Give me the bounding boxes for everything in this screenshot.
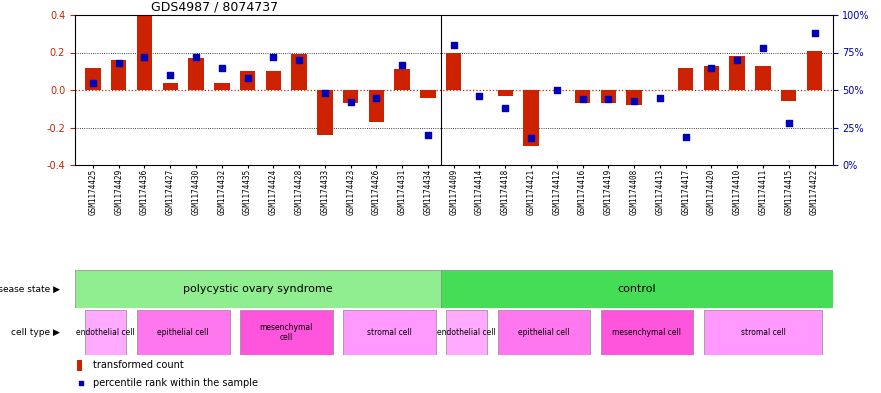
Bar (240, 71, 255, 90)
Point (163, 72, 177, 78)
Point (447, 42, 461, 48)
Bar (781, 90, 796, 101)
Bar (704, 310, 822, 355)
Bar (807, 51, 822, 90)
Bar (446, 310, 487, 355)
Point (318, 90, 332, 96)
Point (678, 133, 692, 140)
Bar (601, 90, 616, 103)
Bar (240, 310, 333, 355)
Text: transformed count: transformed count (93, 360, 183, 370)
Point (292, 57, 306, 63)
Point (602, 96, 616, 102)
Bar (85, 68, 100, 90)
Text: stromal cell: stromal cell (366, 328, 411, 337)
Point (215, 64, 229, 71)
Bar (498, 90, 513, 95)
Point (395, 61, 409, 68)
Bar (677, 68, 693, 90)
Bar (498, 310, 590, 355)
Point (421, 132, 435, 138)
Bar (446, 53, 462, 90)
Point (137, 54, 152, 60)
Point (266, 54, 280, 60)
Text: percentile rank within the sample: percentile rank within the sample (93, 378, 257, 388)
Bar (137, 15, 152, 90)
Point (756, 45, 770, 51)
Point (524, 135, 538, 141)
Point (369, 94, 383, 101)
Bar (137, 310, 230, 355)
Bar (111, 60, 127, 90)
Point (189, 54, 203, 60)
Text: mesenchymal
cell: mesenchymal cell (260, 323, 313, 342)
Bar (574, 90, 590, 103)
Bar (75, 270, 440, 308)
Point (627, 97, 641, 104)
Bar (214, 83, 230, 90)
Bar (78, 360, 82, 371)
Point (808, 30, 822, 36)
Point (344, 99, 358, 105)
Point (241, 75, 255, 81)
Bar (343, 310, 436, 355)
Point (74, 380, 88, 386)
Text: epithelial cell: epithelial cell (518, 328, 570, 337)
Text: endothelial cell: endothelial cell (437, 328, 496, 337)
Bar (704, 66, 719, 90)
Bar (755, 66, 771, 90)
Bar (368, 90, 384, 122)
Point (653, 94, 667, 101)
Bar (189, 58, 204, 90)
Point (705, 64, 719, 71)
Bar (265, 71, 281, 90)
Text: cell type ▶: cell type ▶ (11, 328, 60, 337)
Text: stromal cell: stromal cell (741, 328, 785, 337)
Point (472, 93, 486, 99)
Point (575, 96, 589, 102)
Point (85, 79, 100, 86)
Text: mesenchymal cell: mesenchymal cell (612, 328, 682, 337)
Bar (440, 270, 833, 308)
Text: polycystic ovary syndrome: polycystic ovary syndrome (183, 284, 333, 294)
Bar (523, 90, 539, 146)
Bar (420, 90, 436, 97)
Bar (626, 90, 642, 105)
Bar (162, 83, 178, 90)
Bar (395, 70, 410, 90)
Point (499, 105, 513, 111)
Bar (601, 310, 693, 355)
Text: control: control (618, 284, 656, 294)
Point (550, 87, 564, 93)
Text: endothelial cell: endothelial cell (77, 328, 135, 337)
Text: GDS4987 / 8074737: GDS4987 / 8074737 (151, 1, 278, 14)
Text: disease state ▶: disease state ▶ (0, 285, 60, 294)
Point (781, 120, 796, 126)
Bar (317, 90, 333, 135)
Point (112, 60, 126, 66)
Bar (85, 310, 127, 355)
Bar (729, 56, 745, 90)
Bar (343, 90, 359, 103)
Text: epithelial cell: epithelial cell (158, 328, 209, 337)
Point (730, 57, 744, 63)
Bar (292, 54, 307, 90)
